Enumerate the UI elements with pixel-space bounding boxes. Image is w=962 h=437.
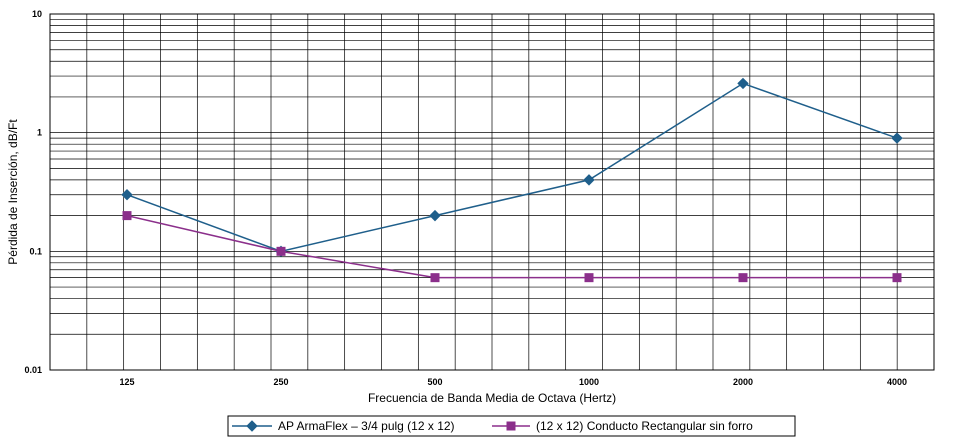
legend-items: AP ArmaFlex – 3/4 pulg (12 x 12) (12 x 12… — [232, 419, 753, 433]
data-point-square — [892, 273, 902, 283]
data-point-diamond — [737, 77, 749, 90]
y-tick-label: 10 — [32, 9, 42, 19]
data-point-square — [276, 246, 286, 256]
legend-label: AP ArmaFlex – 3/4 pulg (12 x 12) — [278, 419, 455, 433]
series-2 — [122, 211, 902, 283]
series-line — [126, 82, 898, 253]
data-point-diamond — [429, 209, 441, 222]
legend-item-2: (12 x 12) Conducto Rectangular sin forro — [492, 419, 753, 433]
x-tick-label: 125 — [119, 377, 134, 387]
x-tick-label: 250 — [273, 377, 288, 387]
series-1 — [121, 77, 903, 258]
y-tick-label: 1 — [37, 128, 42, 138]
data-point-diamond — [583, 174, 595, 186]
x-tick-label: 4000 — [887, 377, 907, 387]
plot-frame — [49, 13, 935, 371]
grid-layer — [50, 13, 934, 371]
y-tick-labels: 10 1 0.1 0.01 — [24, 9, 42, 375]
series-line — [126, 214, 897, 279]
y-tick-label: 0.01 — [24, 365, 42, 375]
legend-label: (12 x 12) Conducto Rectangular sin forro — [536, 419, 753, 433]
data-point-square — [122, 211, 132, 221]
data-point-square — [584, 273, 594, 283]
x-tick-labels: 125 250 500 1000 2000 4000 — [119, 377, 907, 387]
legend: AP ArmaFlex – 3/4 pulg (12 x 12) (12 x 12… — [227, 415, 796, 437]
data-point-square — [738, 273, 748, 283]
y-tick-label: 0.1 — [29, 246, 42, 256]
legend-item-1: AP ArmaFlex – 3/4 pulg (12 x 12) — [232, 419, 455, 433]
data-point-diamond — [891, 132, 903, 144]
x-tick-label: 500 — [427, 377, 442, 387]
data-point-square — [430, 273, 440, 283]
data-point-square — [506, 421, 516, 431]
data-point-diamond — [121, 189, 133, 201]
x-tick-label: 1000 — [579, 377, 599, 387]
series-layer — [121, 77, 903, 283]
x-axis-title: Frecuencia de Banda Media de Octava (Her… — [368, 391, 616, 405]
x-tick-label: 2000 — [733, 377, 753, 387]
data-point-diamond — [246, 420, 258, 432]
y-axis-title: Pérdida de Inserción, dB/Ft — [6, 119, 20, 265]
